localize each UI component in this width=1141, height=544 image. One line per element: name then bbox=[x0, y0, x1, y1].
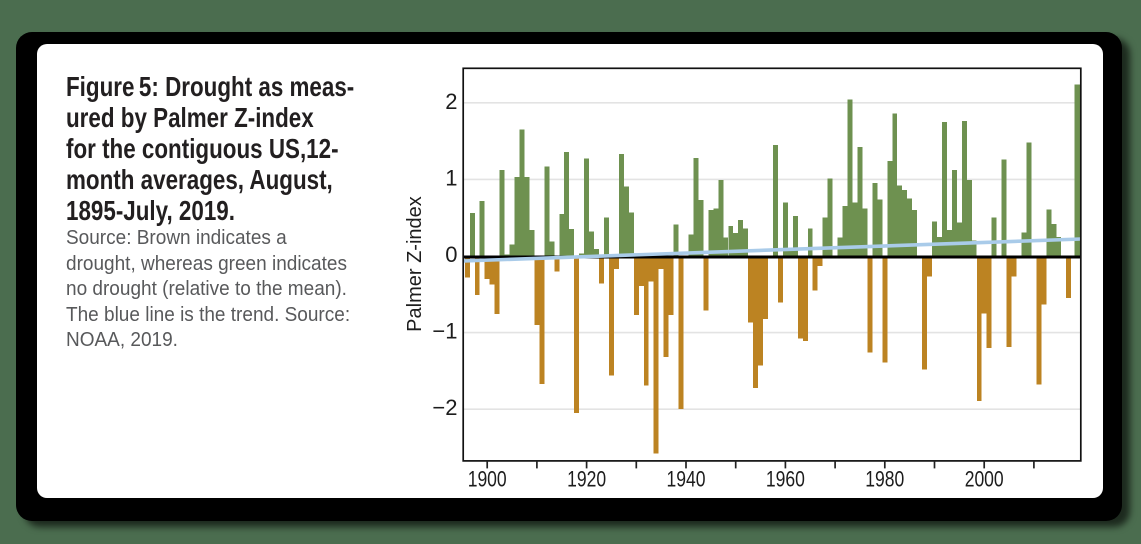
svg-text:1: 1 bbox=[445, 165, 457, 190]
svg-text:1960: 1960 bbox=[766, 467, 805, 492]
svg-text:2: 2 bbox=[445, 89, 457, 114]
svg-text:1900: 1900 bbox=[468, 467, 507, 492]
svg-text:1920: 1920 bbox=[567, 467, 606, 492]
svg-text:2000: 2000 bbox=[965, 467, 1004, 492]
svg-text:0: 0 bbox=[445, 242, 457, 267]
svg-text:−1: −1 bbox=[432, 319, 457, 344]
svg-text:−2: −2 bbox=[432, 395, 457, 420]
svg-text:Palmer Z-index: Palmer Z-index bbox=[404, 196, 426, 332]
svg-text:1980: 1980 bbox=[865, 467, 904, 492]
svg-text:1940: 1940 bbox=[667, 467, 706, 492]
